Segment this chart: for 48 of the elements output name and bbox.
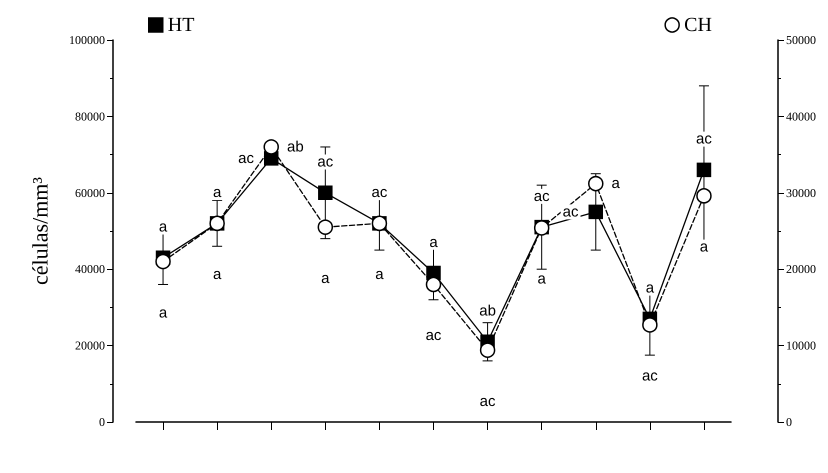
y-tick-label: 40000 [75,262,105,276]
data-label: a [321,270,330,287]
point [318,186,333,200]
data-label: ac [480,392,496,410]
point [318,219,334,235]
data-label: ac [642,368,658,385]
data-label: a [538,270,547,288]
data-label: a [212,184,222,202]
point [588,204,604,220]
data-label: a [158,304,168,322]
y-tick-label: 0 [99,415,105,429]
data-label: a [375,266,384,284]
point [480,342,496,358]
legend-label: CH [684,14,712,36]
data-label: ac [371,184,388,202]
data-label: a [212,266,222,284]
point [642,317,658,333]
y2-tick-label: 0 [786,415,792,429]
point [588,176,604,192]
data-label: a [700,238,709,256]
y2-tick-label: 40000 [786,109,816,124]
point [263,139,279,155]
data-label: ac [426,327,442,344]
data-label: a [646,280,655,297]
data-label: ac [562,203,580,220]
legend-label: HT [168,14,194,36]
data-label: a [158,218,168,236]
point [696,162,712,178]
data-label: ac [238,150,254,167]
point [696,188,712,204]
data-label: a [429,234,438,251]
y-axis-title: células/mm³ [28,176,52,286]
y2-tick-label: 30000 [786,186,816,200]
data-label: a [612,175,621,192]
y2-tick-label: 10000 [786,338,816,353]
y2-tick-label: 50000 [786,33,816,47]
point [426,276,442,292]
y-tick-label: 100000 [69,33,105,47]
data-label: ab [479,302,496,320]
y-tick-label: 20000 [75,338,105,353]
data-label: ab [286,138,304,156]
y-tick-label: 80000 [75,109,105,124]
data-label: ac [317,154,334,171]
y2-tick-label: 20000 [786,262,816,276]
data-label: ac [534,188,550,205]
data-label: ac [696,130,712,148]
y-tick-label: 60000 [75,186,105,200]
point [155,254,171,270]
